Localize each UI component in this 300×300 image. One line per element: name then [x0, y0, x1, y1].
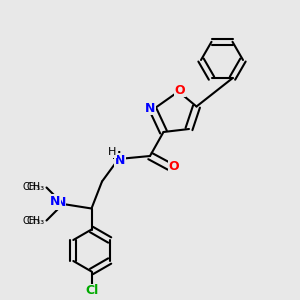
Text: CH₃: CH₃	[27, 216, 45, 226]
Text: H: H	[108, 147, 117, 158]
Text: N: N	[56, 196, 66, 209]
Text: H: H	[112, 151, 122, 161]
Text: N: N	[50, 195, 61, 208]
Text: N: N	[115, 154, 125, 167]
Text: N: N	[145, 101, 155, 115]
Text: CH₃: CH₃	[23, 215, 41, 226]
Text: CH₃: CH₃	[23, 182, 41, 193]
Text: Cl: Cl	[85, 284, 98, 298]
Text: O: O	[175, 83, 185, 97]
Text: CH₃: CH₃	[27, 182, 45, 192]
Text: O: O	[169, 160, 179, 173]
